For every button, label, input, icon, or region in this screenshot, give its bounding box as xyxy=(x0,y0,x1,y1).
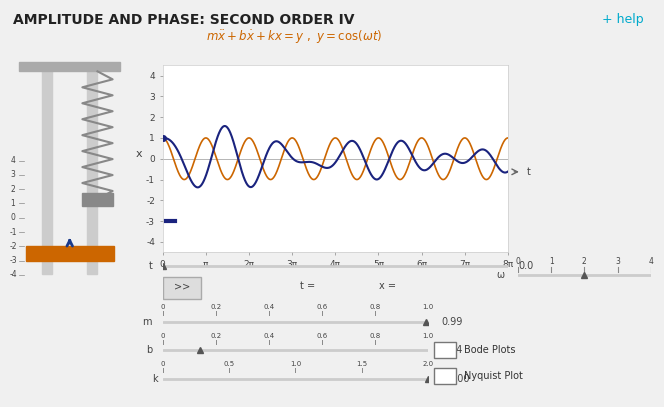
Text: x =: x = xyxy=(378,281,396,291)
Text: $m\ddot{x} + b\dot{x} + kx = y\ ,\ y = \cos(\omega t)$: $m\ddot{x} + b\dot{x} + kx = y\ ,\ y = \… xyxy=(206,29,382,46)
Text: -3: -3 xyxy=(9,256,17,265)
Text: 0.2: 0.2 xyxy=(210,304,221,310)
Text: 0.99: 0.99 xyxy=(442,317,463,326)
Text: t: t xyxy=(149,260,152,271)
Text: 1.0: 1.0 xyxy=(423,304,434,310)
Text: 3: 3 xyxy=(615,257,620,266)
Text: 0.8: 0.8 xyxy=(370,333,380,339)
Text: Nyquist Plot: Nyquist Plot xyxy=(465,371,523,381)
Text: 0: 0 xyxy=(515,257,521,266)
Text: b: b xyxy=(146,345,152,355)
Text: 1: 1 xyxy=(548,257,554,266)
Text: 0.6: 0.6 xyxy=(317,333,327,339)
Text: -1: -1 xyxy=(9,228,17,236)
Text: -4: -4 xyxy=(9,270,17,279)
Text: 0.4: 0.4 xyxy=(264,304,274,310)
Text: 0: 0 xyxy=(11,213,15,222)
Text: ω: ω xyxy=(497,269,505,280)
Text: 0.4: 0.4 xyxy=(264,333,274,339)
Text: 4: 4 xyxy=(11,156,15,165)
Text: t: t xyxy=(527,167,531,177)
Text: 1.0: 1.0 xyxy=(423,333,434,339)
Text: 0.14: 0.14 xyxy=(442,345,463,355)
Text: 1.0: 1.0 xyxy=(290,361,301,367)
Text: 0.6: 0.6 xyxy=(317,304,327,310)
Text: 0.2: 0.2 xyxy=(210,333,221,339)
Text: -2: -2 xyxy=(9,242,17,251)
Text: 0: 0 xyxy=(161,333,165,339)
Bar xyxy=(434,368,456,384)
Bar xyxy=(19,62,120,71)
Text: 1: 1 xyxy=(11,199,15,208)
Y-axis label: x: x xyxy=(135,149,142,159)
Text: + help: + help xyxy=(602,13,644,26)
Text: Bode Plots: Bode Plots xyxy=(465,345,516,354)
Text: m: m xyxy=(143,317,152,326)
Text: 0: 0 xyxy=(161,304,165,310)
Bar xyxy=(25,246,114,261)
Text: 2: 2 xyxy=(582,257,587,266)
Text: 2.0: 2.0 xyxy=(423,361,434,367)
Bar xyxy=(42,71,52,274)
Bar xyxy=(434,342,456,358)
Bar xyxy=(82,193,113,206)
Text: 0: 0 xyxy=(161,361,165,367)
Text: 0.8: 0.8 xyxy=(370,304,380,310)
Text: 2: 2 xyxy=(11,185,15,194)
Text: 0.5: 0.5 xyxy=(224,361,234,367)
Text: t =: t = xyxy=(300,281,315,291)
Bar xyxy=(88,71,98,274)
Text: AMPLITUDE AND PHASE: SECOND ORDER IV: AMPLITUDE AND PHASE: SECOND ORDER IV xyxy=(13,13,355,26)
Text: k: k xyxy=(152,374,157,383)
Text: 0.0: 0.0 xyxy=(519,260,534,271)
Text: 4: 4 xyxy=(648,257,653,266)
FancyBboxPatch shape xyxy=(163,277,201,299)
Text: 3: 3 xyxy=(11,171,15,179)
Text: 1.5: 1.5 xyxy=(357,361,367,367)
Text: >>: >> xyxy=(173,281,190,291)
Text: 2.00: 2.00 xyxy=(448,374,469,383)
